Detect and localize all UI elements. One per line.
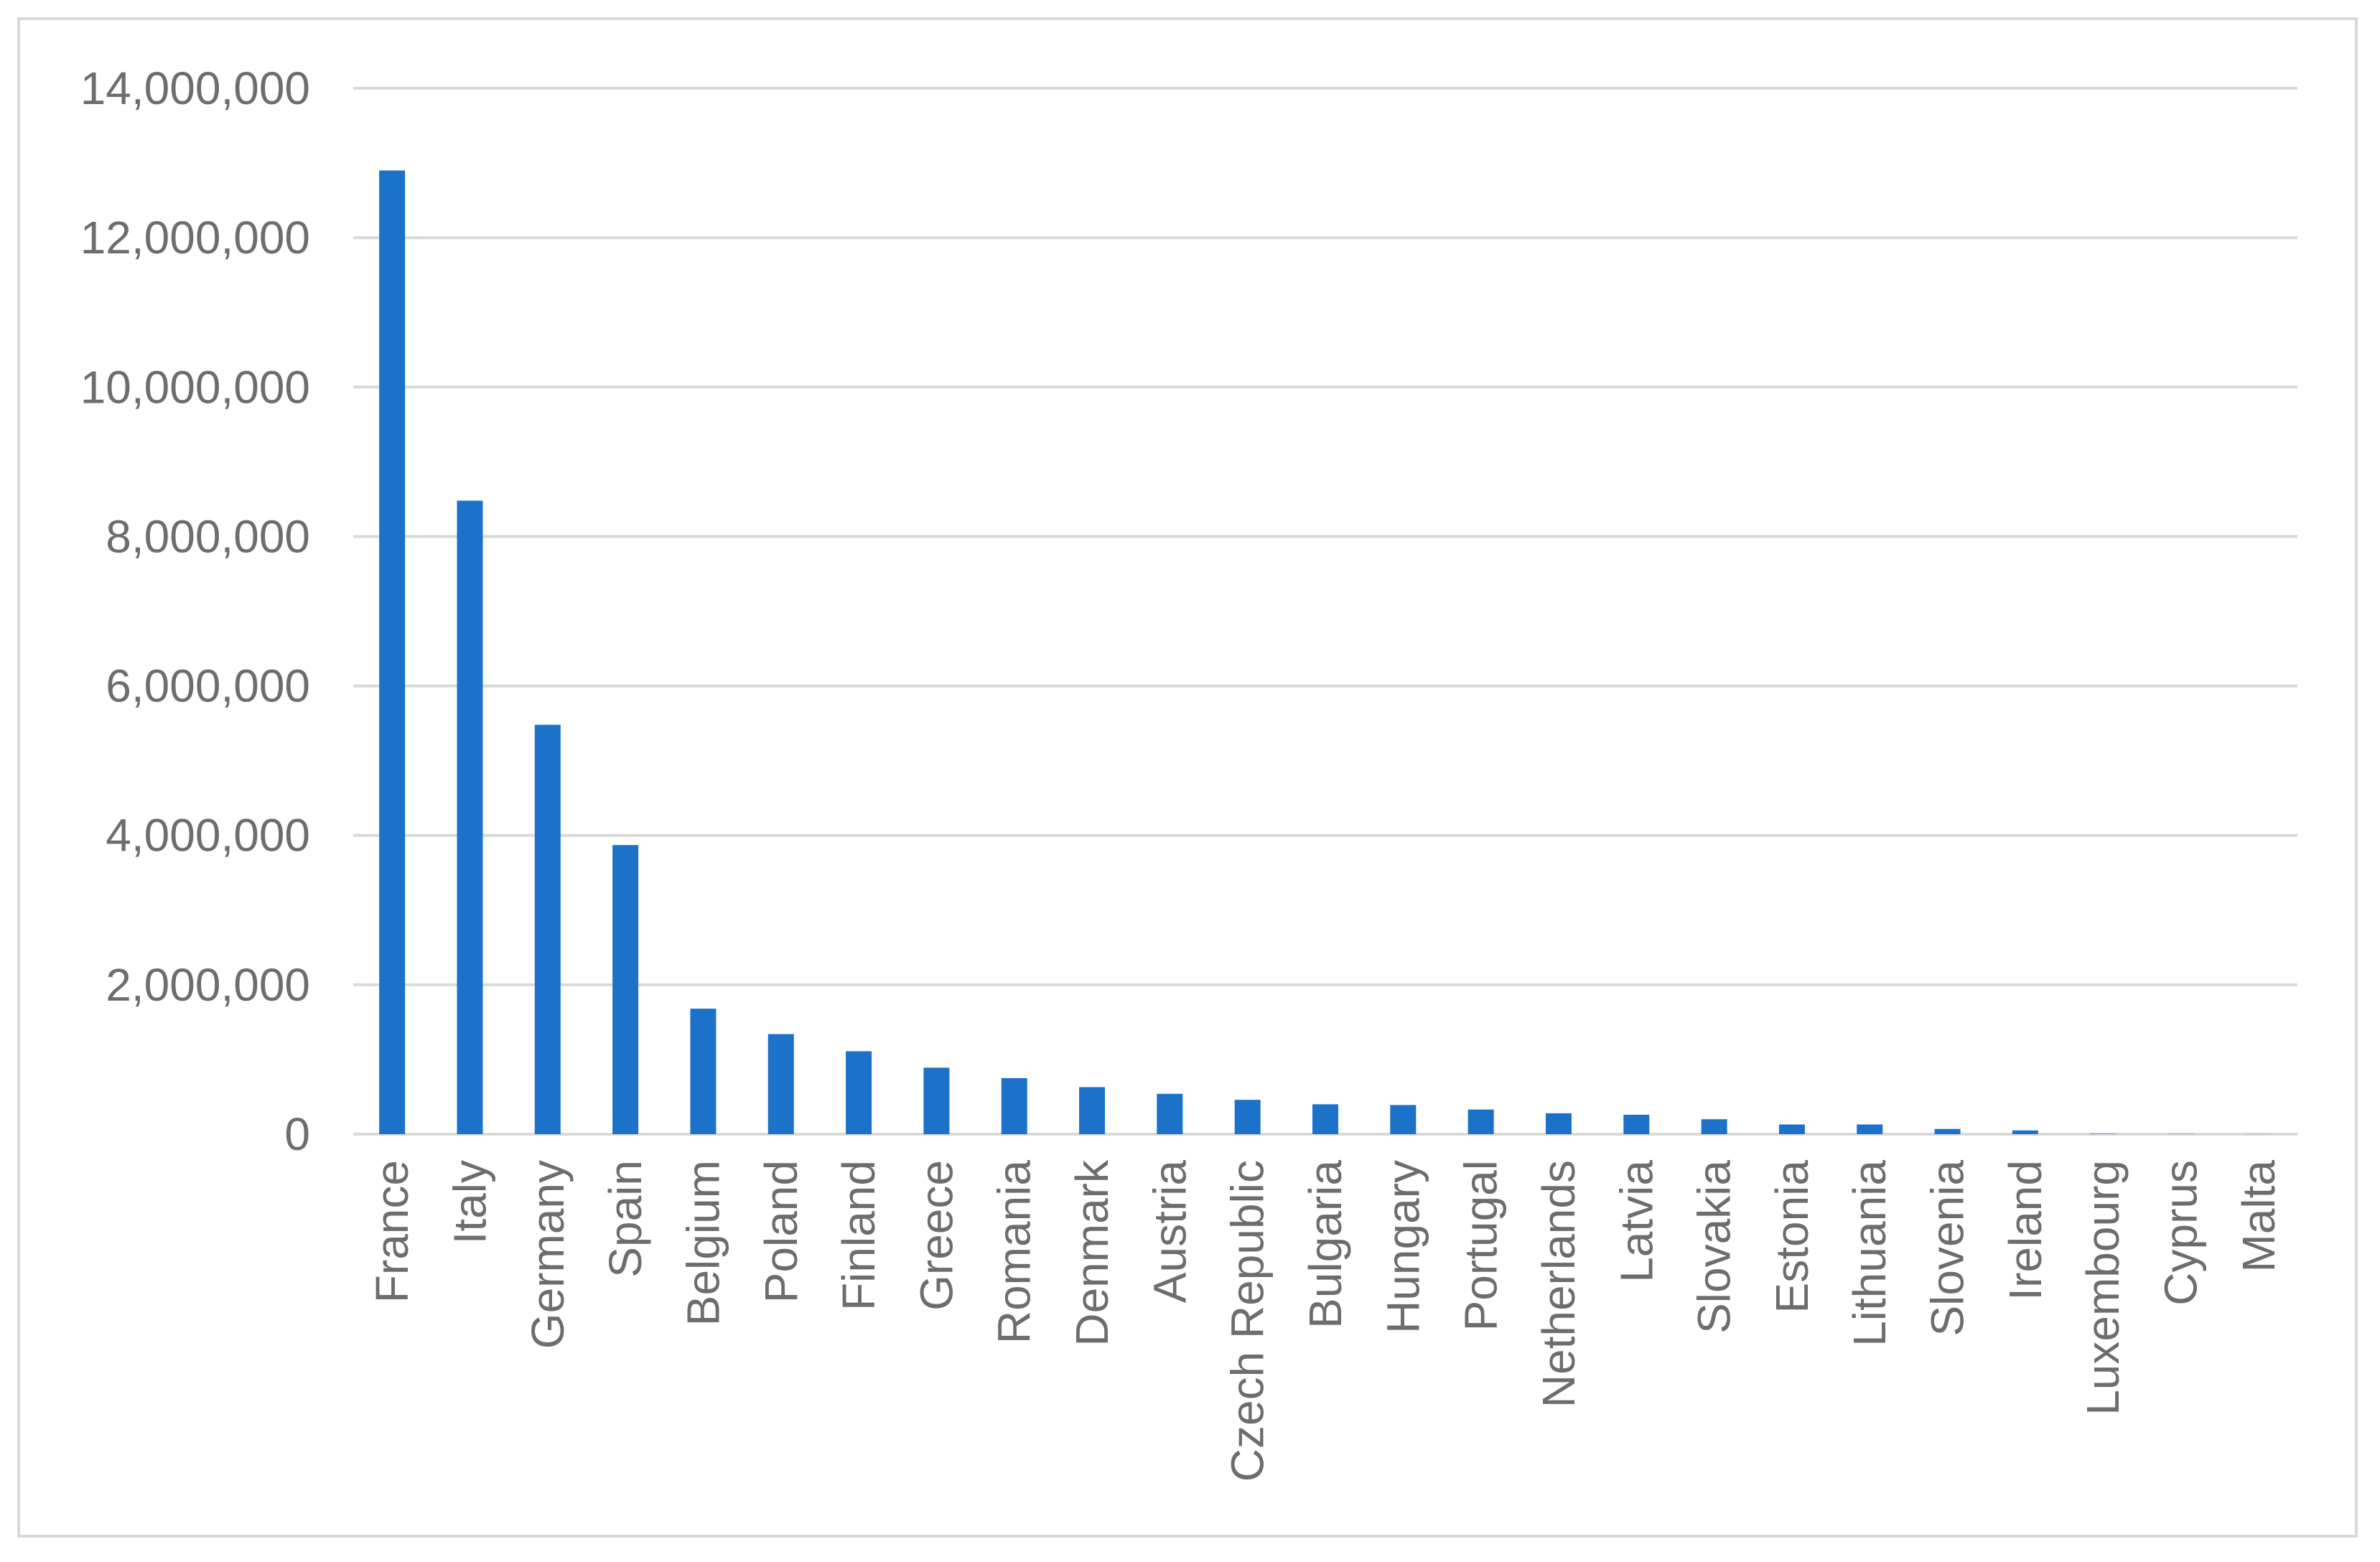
x-category-label: Spain: [599, 1160, 651, 1278]
y-tick-label: 14,000,000: [80, 62, 310, 114]
bar-lithuania: [1857, 1124, 1883, 1134]
y-tick-label: 8,000,000: [106, 510, 310, 562]
x-category-label: Czech Republic: [1222, 1160, 1274, 1482]
bar-romania: [1001, 1077, 1027, 1134]
bar-chart: 0 2,000,000 4,000,000 6,000,000 8,000,000 10,…: [80, 62, 2297, 1482]
bar-netherlands: [1545, 1113, 1572, 1134]
x-category-label: Romania: [989, 1160, 1040, 1344]
x-axis-category-labels: France Italy Germany Spain Belgium Poland Finl…: [366, 1159, 2285, 1482]
x-category-label: Finland: [833, 1160, 885, 1311]
y-tick-label: 12,000,000: [80, 212, 310, 263]
bar-france: [379, 170, 406, 1135]
bars: [379, 170, 2272, 1135]
bar-czech-republic: [1234, 1100, 1261, 1134]
y-axis-tick-labels: 0 2,000,000 4,000,000 6,000,000 8,000,000 10,…: [80, 62, 310, 1160]
x-category-label: Slovenia: [1922, 1160, 1974, 1337]
y-tick-label: 0: [284, 1108, 310, 1160]
x-category-label: Netherlands: [1533, 1160, 1585, 1408]
x-category-label: Latvia: [1610, 1160, 1662, 1283]
bar-ireland: [2012, 1130, 2038, 1134]
bar-slovenia: [1934, 1128, 1961, 1134]
x-category-label: Germany: [522, 1160, 574, 1349]
bar-hungary: [1390, 1105, 1417, 1134]
gridlines: [353, 87, 2297, 1136]
bar-finland: [846, 1051, 872, 1134]
bar-estonia: [1778, 1124, 1805, 1134]
x-category-label: Italy: [444, 1160, 495, 1244]
bar-austria: [1157, 1093, 1183, 1134]
x-category-label: Lithuania: [1844, 1160, 1895, 1347]
x-category-label: Poland: [755, 1160, 807, 1303]
bar-bulgaria: [1312, 1104, 1338, 1134]
bar-spain: [612, 845, 639, 1134]
bar-belgium: [690, 1009, 717, 1134]
y-tick-label: 2,000,000: [106, 959, 310, 1011]
x-category-label: Ireland: [1999, 1160, 2051, 1301]
y-tick-label: 10,000,000: [80, 361, 310, 413]
x-category-label: Hungary: [1377, 1160, 1429, 1334]
x-category-label: Cyprus: [2155, 1160, 2207, 1306]
x-category-label: Greece: [910, 1160, 962, 1311]
bar-slovakia: [1701, 1119, 1727, 1134]
bar-latvia: [1623, 1114, 1650, 1134]
x-category-label: Estonia: [1766, 1160, 1818, 1314]
x-category-label: Portugal: [1455, 1160, 1507, 1331]
x-category-label: Austria: [1144, 1160, 1195, 1304]
bar-portugal: [1467, 1109, 1494, 1134]
x-category-label: Bulgaria: [1299, 1160, 1351, 1329]
x-category-label: Denmark: [1066, 1159, 1118, 1347]
x-category-label: Belgium: [677, 1160, 729, 1326]
y-tick-label: 6,000,000: [106, 660, 310, 712]
bar-poland: [767, 1034, 794, 1134]
x-category-label: Luxembourg: [2077, 1160, 2129, 1416]
bar-greece: [923, 1067, 950, 1134]
bar-denmark: [1079, 1087, 1106, 1134]
x-category-label: France: [366, 1160, 418, 1303]
bar-germany: [534, 724, 561, 1134]
y-tick-label: 4,000,000: [106, 810, 310, 861]
chart-frame: 0 2,000,000 4,000,000 6,000,000 8,000,000 10,…: [17, 17, 2358, 1538]
bar-italy: [457, 500, 483, 1134]
x-category-label: Malta: [2233, 1160, 2285, 1273]
bar-luxembourg: [2090, 1133, 2117, 1134]
x-category-label: Slovakia: [1689, 1160, 1740, 1334]
